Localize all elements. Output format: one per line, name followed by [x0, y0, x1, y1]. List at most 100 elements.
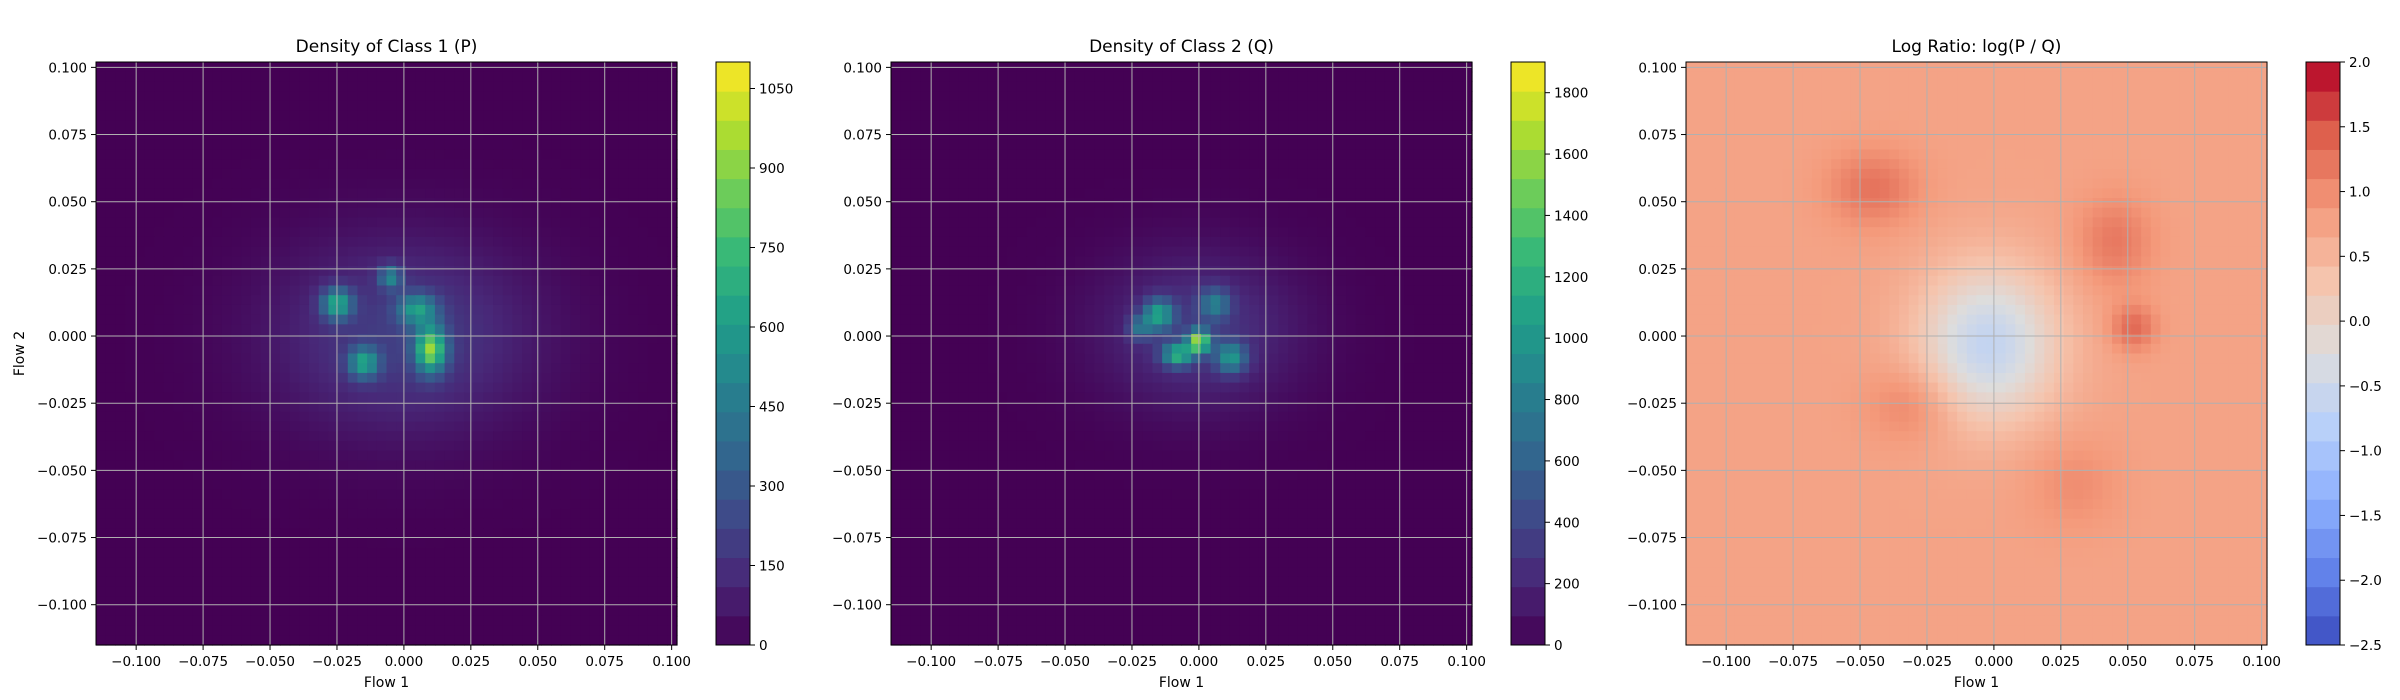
heatmap-cell: [105, 528, 116, 539]
heatmap-cell: [231, 499, 242, 510]
heatmap-cell: [279, 615, 291, 627]
heatmap-cell: [1268, 236, 1279, 248]
heatmap-cell: [978, 236, 989, 248]
heatmap-cell: [425, 440, 436, 452]
heatmap-cell: [347, 81, 359, 92]
heatmap-cell: [279, 538, 291, 549]
heatmap-cell: [589, 246, 601, 257]
heatmap-cell: [338, 207, 349, 219]
heatmap-cell: [134, 304, 146, 316]
heatmap-cell: [415, 635, 426, 646]
heatmap-cell: [318, 227, 329, 238]
heatmap-cell: [367, 343, 378, 355]
heatmap-cell: [260, 382, 271, 393]
heatmap-cell: [628, 285, 639, 296]
heatmap-cell: [522, 460, 533, 471]
heatmap-cell: [241, 304, 252, 316]
heatmap-cell: [1210, 91, 1221, 102]
heatmap-cell: [1346, 198, 1357, 209]
heatmap-cell: [1162, 159, 1173, 170]
heatmap-cell: [628, 207, 639, 219]
heatmap-cell: [202, 130, 213, 141]
heatmap-cell: [1326, 236, 1338, 248]
heatmap-cell: [1084, 227, 1095, 238]
heatmap-cell: [1442, 71, 1454, 83]
heatmap-cell: [125, 275, 136, 287]
heatmap-cell: [250, 275, 262, 287]
heatmap-cell: [125, 71, 136, 83]
heatmap-cell: [144, 120, 155, 131]
heatmap-cell: [502, 178, 513, 189]
heatmap-cell: [105, 295, 116, 306]
heatmap-cell: [241, 110, 252, 121]
heatmap-cell: [231, 635, 242, 646]
heatmap-cell: [541, 547, 552, 559]
heatmap-cell: [618, 508, 630, 520]
heatmap-cell: [551, 635, 562, 646]
heatmap-cell: [580, 120, 591, 131]
heatmap-cell: [1181, 227, 1192, 238]
heatmap-cell: [463, 71, 475, 83]
heatmap-cell: [425, 518, 436, 529]
heatmap-cell: [891, 130, 902, 141]
heatmap-cell: [483, 353, 494, 364]
heatmap-cell: [173, 421, 184, 432]
heatmap-cell: [1084, 149, 1095, 160]
heatmap-cell: [134, 431, 146, 442]
heatmap-cell: [163, 402, 175, 413]
heatmap-cell: [405, 159, 417, 170]
heatmap-cell: [463, 353, 475, 364]
heatmap-cell: [647, 304, 659, 316]
heatmap-cell: [318, 392, 329, 403]
heatmap-cell: [891, 168, 902, 180]
heatmap-cell: [522, 363, 533, 374]
heatmap-cell: [279, 382, 291, 393]
heatmap-cell: [231, 198, 242, 209]
heatmap-cell: [531, 256, 543, 267]
heatmap-cell: [483, 159, 494, 170]
heatmap-cell: [647, 120, 659, 131]
heatmap-cell: [444, 576, 455, 588]
heatmap-cell: [415, 479, 426, 491]
heatmap-cell: [1210, 71, 1221, 83]
heatmap-cell: [1239, 266, 1250, 277]
heatmap-cell: [405, 149, 417, 160]
heatmap-cell: [628, 71, 639, 83]
heatmap-cell: [1239, 91, 1250, 102]
heatmap-cell: [502, 382, 513, 393]
heatmap-cell: [949, 246, 960, 257]
heatmap-cell: [202, 606, 213, 617]
heatmap-cell: [1268, 159, 1279, 170]
heatmap-cell: [531, 275, 543, 287]
heatmap-cell: [260, 217, 271, 228]
heatmap-cell: [376, 625, 388, 636]
heatmap-cell: [163, 285, 175, 296]
heatmap-cell: [493, 538, 504, 549]
heatmap-cell: [434, 110, 446, 121]
heatmap-cell: [1452, 81, 1463, 92]
heatmap-cell: [289, 295, 300, 306]
heatmap-cell: [163, 625, 175, 636]
heatmap-cell: [1404, 110, 1415, 121]
heatmap-cell: [638, 285, 649, 296]
heatmap-cell: [434, 275, 446, 287]
heatmap-cell: [1074, 91, 1086, 102]
heatmap-cell: [638, 596, 649, 607]
heatmap-cell: [260, 460, 271, 471]
heatmap-cell: [270, 538, 281, 549]
heatmap-cell: [551, 246, 562, 257]
heatmap-cell: [657, 547, 668, 559]
heatmap-cell: [405, 236, 417, 248]
heatmap-cell: [638, 547, 649, 559]
heatmap-cell: [657, 304, 668, 316]
heatmap-cell: [512, 353, 523, 364]
heatmap-cell: [454, 246, 465, 257]
heatmap-cell: [357, 91, 368, 102]
heatmap-cell: [454, 343, 465, 355]
heatmap-cell: [483, 450, 494, 461]
heatmap-cell: [1007, 178, 1018, 189]
heatmap-cell: [1045, 81, 1057, 92]
heatmap-cell: [891, 100, 902, 112]
heatmap-cell: [163, 411, 175, 423]
